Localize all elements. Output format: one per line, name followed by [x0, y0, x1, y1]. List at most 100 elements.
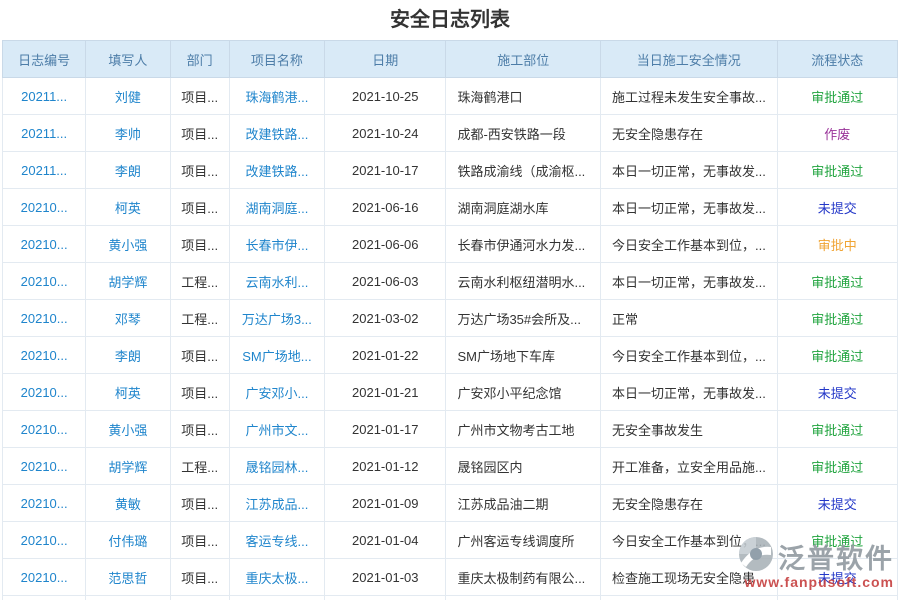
cell-log-number-link[interactable]: 20210... [1, 558, 87, 596]
cell-safety-status: 开工准备，立安全用品施... [599, 447, 778, 485]
cell-site: 广安邓小平纪念馆 [445, 373, 601, 411]
cell-date: 2021-01-09 [324, 484, 447, 522]
cell-filler-link[interactable]: 李帅 [85, 114, 171, 152]
cell-safety-status: 本日一切正常，无事故发... [599, 262, 778, 300]
cell-department: 项目... [169, 558, 230, 596]
header-status: 流程状态 [776, 40, 899, 78]
cell-filler-link[interactable]: 黄敏 [85, 484, 171, 522]
cell-workflow-status: 审批通过 [776, 262, 899, 300]
cell-log-number-link[interactable]: 20210... [1, 373, 87, 411]
cell-workflow-status: 审批通过 [776, 336, 899, 374]
cell-filler-link[interactable]: 李朗 [85, 151, 171, 189]
table-body: 20211... 刘健 项目... 珠海鹤港... 2021-10-25 珠海鹤… [1, 77, 899, 596]
cell-log-number-link[interactable]: 20210... [1, 484, 87, 522]
cell-filler-link[interactable]: 柯英 [85, 188, 171, 226]
cell-log-number-link[interactable]: 20210... [1, 262, 87, 300]
cell-log-number-link[interactable]: 20210... [1, 225, 87, 263]
cell-project-link[interactable]: 重庆太极... [228, 558, 326, 596]
cell-filler-link[interactable]: 黄小强 [85, 410, 171, 448]
cell-date: 2021-01-21 [324, 373, 447, 411]
table-row: 20210... 胡学辉 工程... 晟铭园林... 2021-01-12 晟铭… [1, 447, 899, 485]
cell-filler-link[interactable]: 黄小强 [85, 225, 171, 263]
cell-project-link[interactable]: 广州市文... [228, 410, 326, 448]
table-row: 20211... 刘健 项目... 珠海鹤港... 2021-10-25 珠海鹤… [1, 77, 899, 115]
cell-project-link[interactable]: 珠海鹤港... [228, 77, 326, 115]
cell-project-link[interactable]: 客运专线... [228, 521, 326, 559]
cell-filler-link[interactable]: 胡学辉 [85, 447, 171, 485]
cell-safety-status: 检查施工现场无安全隐患 [599, 558, 778, 596]
cell-workflow-status: 审批通过 [776, 299, 899, 337]
cell-filler-link[interactable]: 付伟璐 [85, 521, 171, 559]
cell-workflow-status: 审批通过 [776, 151, 899, 189]
cell-log-number-link[interactable]: 20210... [1, 336, 87, 374]
cell-filler-link[interactable]: 邓琴 [85, 299, 171, 337]
cell-department: 项目... [169, 225, 230, 263]
cell-department: 工程... [169, 262, 230, 300]
cell-log-number-link[interactable]: 20210... [1, 410, 87, 448]
cell-department: 项目... [169, 410, 230, 448]
cell-safety-status: 今日安全工作基本到位，... [599, 521, 778, 559]
cell-department: 项目... [169, 77, 230, 115]
cell-workflow-status: 审批通过 [776, 77, 899, 115]
cell-log-number-link[interactable]: 20211... [1, 114, 87, 152]
cell-filler-link[interactable]: 胡学辉 [85, 262, 171, 300]
cell-site: 长春市伊通河水力发... [445, 225, 601, 263]
cell-safety-status: 本日一切正常，无事故发... [599, 188, 778, 226]
cell-date: 2021-06-03 [324, 262, 447, 300]
cell-safety-status: 今日安全工作基本到位，... [599, 225, 778, 263]
cell-filler-link[interactable]: 范思哲 [85, 558, 171, 596]
table-header: 日志编号 填写人 部门 项目名称 日期 施工部位 当日施工安全情况 流程状态 [1, 40, 899, 78]
cell-log-number-link[interactable]: 20210... [1, 299, 87, 337]
cell-date: 2021-01-04 [324, 521, 447, 559]
cell-site: 万达广场35#会所及... [445, 299, 601, 337]
header-safety: 当日施工安全情况 [599, 40, 778, 78]
cell-date: 2021-01-12 [324, 447, 447, 485]
cell-log-number-link[interactable]: 20211... [1, 77, 87, 115]
cell-workflow-status: 未提交 [776, 373, 899, 411]
table-row: 20210... 柯英 项目... 湖南洞庭... 2021-06-16 湖南洞… [1, 188, 899, 226]
cell-date: 2021-10-17 [324, 151, 447, 189]
cell-project-link[interactable]: 晟铭园林... [228, 447, 326, 485]
table-row: 20210... 李朗 项目... SM广场地... 2021-01-22 SM… [1, 336, 899, 374]
cell-department: 工程... [169, 299, 230, 337]
table-row: 20210... 黄小强 项目... 长春市伊... 2021-06-06 长春… [1, 225, 899, 263]
cell-workflow-status: 未提交 [776, 484, 899, 522]
cell-project-link[interactable]: 万达广场3... [228, 299, 326, 337]
cell-workflow-status: 未提交 [776, 558, 899, 596]
cell-log-number-link[interactable]: 20211... [1, 151, 87, 189]
cell-project-link[interactable]: 江苏成品... [228, 484, 326, 522]
cell-workflow-status: 审批中 [776, 225, 899, 263]
cell-site: 重庆太极制药有限公... [445, 558, 601, 596]
cell-project-link[interactable]: 改建铁路... [228, 151, 326, 189]
cell-date: 2021-10-25 [324, 77, 447, 115]
cell-filler-link[interactable]: 刘健 [85, 77, 171, 115]
cell-date: 2021-06-16 [324, 188, 447, 226]
cell-project-link[interactable]: 云南水利... [228, 262, 326, 300]
cell-department: 项目... [169, 188, 230, 226]
cell-project-link[interactable]: 湖南洞庭... [228, 188, 326, 226]
cell-site: 广州客运专线调度所 [445, 521, 601, 559]
cell-log-number-link[interactable]: 20210... [1, 447, 87, 485]
cell-safety-status: 本日一切正常，无事故发... [599, 151, 778, 189]
cell-project-link[interactable]: 长春市伊... [228, 225, 326, 263]
table-row: 20211... 李帅 项目... 改建铁路... 2021-10-24 成都-… [1, 114, 899, 152]
cell-log-number-link[interactable]: 20210... [1, 521, 87, 559]
table-row: 20210... 付伟璐 项目... 客运专线... 2021-01-04 广州… [1, 521, 899, 559]
cell-filler-link[interactable]: 柯英 [85, 373, 171, 411]
cell-filler-link[interactable]: 李朗 [85, 336, 171, 374]
cell-date: 2021-01-03 [324, 558, 447, 596]
table-body-partial [1, 595, 899, 600]
cell-safety-status: 无安全事故发生 [599, 410, 778, 448]
cell-department: 项目... [169, 373, 230, 411]
cell-project-link[interactable]: SM广场地... [228, 336, 326, 374]
cell-site: 云南水利枢纽潜明水... [445, 262, 601, 300]
cell-safety-status: 正常 [599, 299, 778, 337]
cell-date: 2021-06-06 [324, 225, 447, 263]
header-log-no: 日志编号 [1, 40, 87, 78]
cell-safety-status: 施工过程未发生安全事故... [599, 77, 778, 115]
cell-project-link[interactable]: 广安邓小... [228, 373, 326, 411]
cell-log-number-link[interactable]: 20210... [1, 188, 87, 226]
cell-project-link[interactable]: 改建铁路... [228, 114, 326, 152]
table-row: 20211... 李朗 项目... 改建铁路... 2021-10-17 铁路成… [1, 151, 899, 189]
safety-log-table: 日志编号 填写人 部门 项目名称 日期 施工部位 当日施工安全情况 流程状态 2… [1, 40, 899, 600]
